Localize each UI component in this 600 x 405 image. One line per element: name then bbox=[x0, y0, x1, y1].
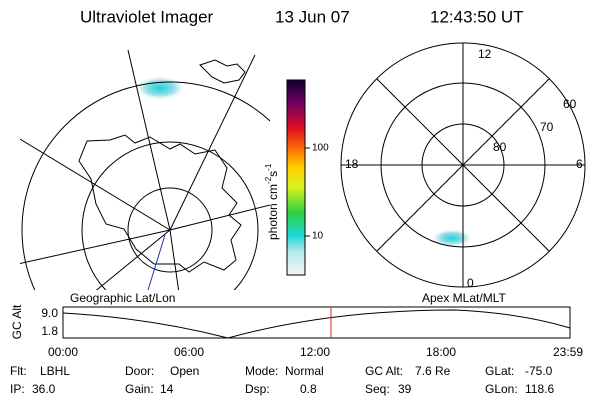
footer-value: Open bbox=[170, 364, 199, 378]
colorbar-label: photon cm-2s-1 bbox=[264, 163, 280, 240]
footer-value: 0.8 bbox=[300, 382, 317, 396]
footer-value: 36.0 bbox=[32, 382, 56, 396]
footer-value: LBHL bbox=[40, 364, 70, 378]
label-part: s bbox=[266, 171, 280, 177]
footer-value: 39 bbox=[398, 382, 412, 396]
footer-value: 14 bbox=[160, 382, 174, 396]
mlt-label: 18 bbox=[345, 157, 359, 171]
date: 13 Jun 07 bbox=[275, 7, 350, 26]
footer-label: Dsp: bbox=[245, 382, 270, 396]
x-tick-label: 12:00 bbox=[300, 345, 330, 359]
mlt-label: 12 bbox=[478, 47, 492, 61]
colorbar-tick: 10 bbox=[312, 231, 324, 242]
footer-label: Door: bbox=[125, 364, 154, 378]
colorbar-tick: 100 bbox=[312, 143, 329, 154]
x-tick-label: 00:00 bbox=[48, 345, 78, 359]
mlat-label: 70 bbox=[540, 120, 554, 134]
label-part: photon cm bbox=[266, 184, 280, 240]
mlt-label: 0 bbox=[467, 276, 474, 290]
time: 12:43:50 UT bbox=[430, 7, 524, 26]
panel-label: Apex MLat/MLT bbox=[422, 291, 506, 305]
label-exp: -1 bbox=[264, 163, 273, 171]
footer-label: GLon: bbox=[485, 382, 518, 396]
footer-label: IP: bbox=[10, 382, 25, 396]
footer-value: -75.0 bbox=[525, 364, 553, 378]
y-tick-label: 1.8 bbox=[41, 324, 58, 338]
footer-label: Flt: bbox=[10, 364, 27, 378]
title: Ultraviolet Imager bbox=[80, 7, 214, 26]
altitude-plot: GC Alt 9.0 1.8 00:00 06:00 12:00 18:00 2… bbox=[10, 304, 583, 359]
y-tick-label: 9.0 bbox=[41, 306, 58, 320]
footer-label: Mode: bbox=[245, 364, 278, 378]
geographic-map bbox=[20, 49, 270, 290]
footer-value: 7.6 Re bbox=[415, 364, 451, 378]
x-tick-label: 18:00 bbox=[426, 345, 456, 359]
y-axis-label: GC Alt bbox=[10, 304, 24, 339]
label-exp: -2 bbox=[264, 176, 273, 184]
footer: Flt: LBHL Door: Open Mode: Normal GC Alt: 7.6 R… bbox=[10, 364, 554, 396]
footer-label: GC Alt: bbox=[365, 364, 403, 378]
x-tick-label: 23:59 bbox=[553, 345, 583, 359]
footer-label: Gain: bbox=[125, 382, 154, 396]
panel-label: Geographic Lat/Lon bbox=[70, 291, 175, 305]
mlat-label: 60 bbox=[563, 97, 577, 111]
footer-value: Normal bbox=[285, 364, 324, 378]
footer-label: Seq: bbox=[365, 382, 390, 396]
colorbar: 100 10 photon cm-2s-1 bbox=[264, 79, 329, 276]
mlt-label: 6 bbox=[576, 157, 583, 171]
footer-value: 118.6 bbox=[525, 382, 554, 396]
x-tick-label: 06:00 bbox=[174, 345, 204, 359]
apex-polar-plot: 12 6 18 0 60 70 80 bbox=[340, 42, 586, 290]
mlat-label: 80 bbox=[493, 140, 507, 154]
footer-label: GLat: bbox=[485, 364, 514, 378]
